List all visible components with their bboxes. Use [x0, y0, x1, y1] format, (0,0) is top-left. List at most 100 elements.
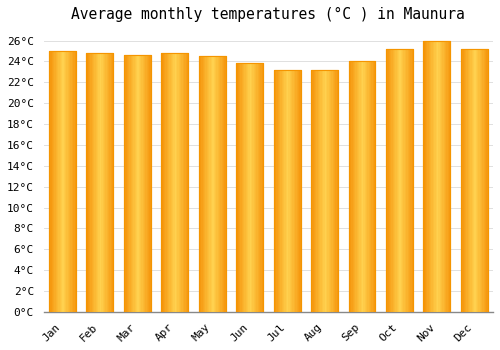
Bar — [108, 53, 110, 312]
Bar — [130, 55, 132, 312]
Bar — [316, 70, 318, 312]
Bar — [250, 63, 251, 312]
Bar — [200, 56, 202, 312]
Bar — [164, 53, 166, 312]
Bar — [280, 70, 281, 312]
Bar — [437, 41, 438, 312]
Bar — [138, 55, 140, 312]
Bar — [252, 63, 254, 312]
Bar — [480, 49, 481, 312]
Bar — [288, 70, 290, 312]
Bar — [291, 70, 292, 312]
Bar — [327, 70, 328, 312]
Bar — [129, 55, 130, 312]
Bar — [106, 53, 108, 312]
Bar — [390, 49, 392, 312]
Bar — [355, 61, 356, 312]
Bar — [360, 61, 362, 312]
Bar — [56, 51, 57, 312]
Bar — [466, 49, 468, 312]
Bar — [396, 49, 398, 312]
Bar — [86, 53, 88, 312]
Bar — [472, 49, 473, 312]
Bar — [182, 53, 183, 312]
Bar — [204, 56, 206, 312]
Bar — [368, 61, 370, 312]
Bar — [243, 63, 244, 312]
Bar — [248, 63, 250, 312]
Bar — [150, 55, 151, 312]
Bar — [328, 70, 330, 312]
Bar — [433, 41, 434, 312]
Bar — [319, 70, 320, 312]
Bar — [57, 51, 58, 312]
Bar — [58, 51, 59, 312]
Bar — [476, 49, 477, 312]
Bar — [187, 53, 188, 312]
Bar — [86, 53, 114, 312]
Bar — [146, 55, 148, 312]
Bar — [405, 49, 406, 312]
Bar — [260, 63, 262, 312]
Bar — [262, 63, 263, 312]
Bar — [279, 70, 280, 312]
Bar — [102, 53, 104, 312]
Bar — [211, 56, 212, 312]
Bar — [286, 70, 287, 312]
Bar — [179, 53, 180, 312]
Bar — [166, 53, 168, 312]
Bar — [98, 53, 100, 312]
Bar — [236, 63, 238, 312]
Bar — [148, 55, 150, 312]
Bar — [432, 41, 433, 312]
Bar — [398, 49, 400, 312]
Bar — [464, 49, 465, 312]
Bar — [168, 53, 170, 312]
Bar — [449, 41, 450, 312]
Bar — [89, 53, 90, 312]
Bar — [392, 49, 394, 312]
Bar — [247, 63, 248, 312]
Bar — [140, 55, 141, 312]
Bar — [323, 70, 324, 312]
Bar — [446, 41, 448, 312]
Bar — [374, 61, 376, 312]
Bar — [132, 55, 133, 312]
Bar — [332, 70, 334, 312]
Bar — [207, 56, 208, 312]
Bar — [124, 55, 151, 312]
Bar — [436, 41, 437, 312]
Bar — [162, 53, 164, 312]
Bar — [473, 49, 474, 312]
Bar — [428, 41, 429, 312]
Bar — [172, 53, 174, 312]
Bar — [198, 56, 226, 312]
Bar — [295, 70, 296, 312]
Bar — [208, 56, 210, 312]
Bar — [162, 53, 188, 312]
Bar — [318, 70, 319, 312]
Bar — [315, 70, 316, 312]
Bar — [424, 41, 426, 312]
Bar — [239, 63, 240, 312]
Bar — [477, 49, 478, 312]
Bar — [322, 70, 323, 312]
Bar — [356, 61, 358, 312]
Bar — [64, 51, 65, 312]
Bar — [215, 56, 216, 312]
Bar — [404, 49, 405, 312]
Bar — [236, 63, 263, 312]
Bar — [430, 41, 432, 312]
Bar — [481, 49, 482, 312]
Bar — [274, 70, 300, 312]
Bar — [136, 55, 138, 312]
Title: Average monthly temperatures (°C ) in Maunura: Average monthly temperatures (°C ) in Ma… — [72, 7, 465, 22]
Bar — [124, 55, 151, 312]
Bar — [386, 49, 413, 312]
Bar — [256, 63, 258, 312]
Bar — [240, 63, 242, 312]
Bar — [220, 56, 222, 312]
Bar — [74, 51, 76, 312]
Bar — [92, 53, 93, 312]
Bar — [445, 41, 446, 312]
